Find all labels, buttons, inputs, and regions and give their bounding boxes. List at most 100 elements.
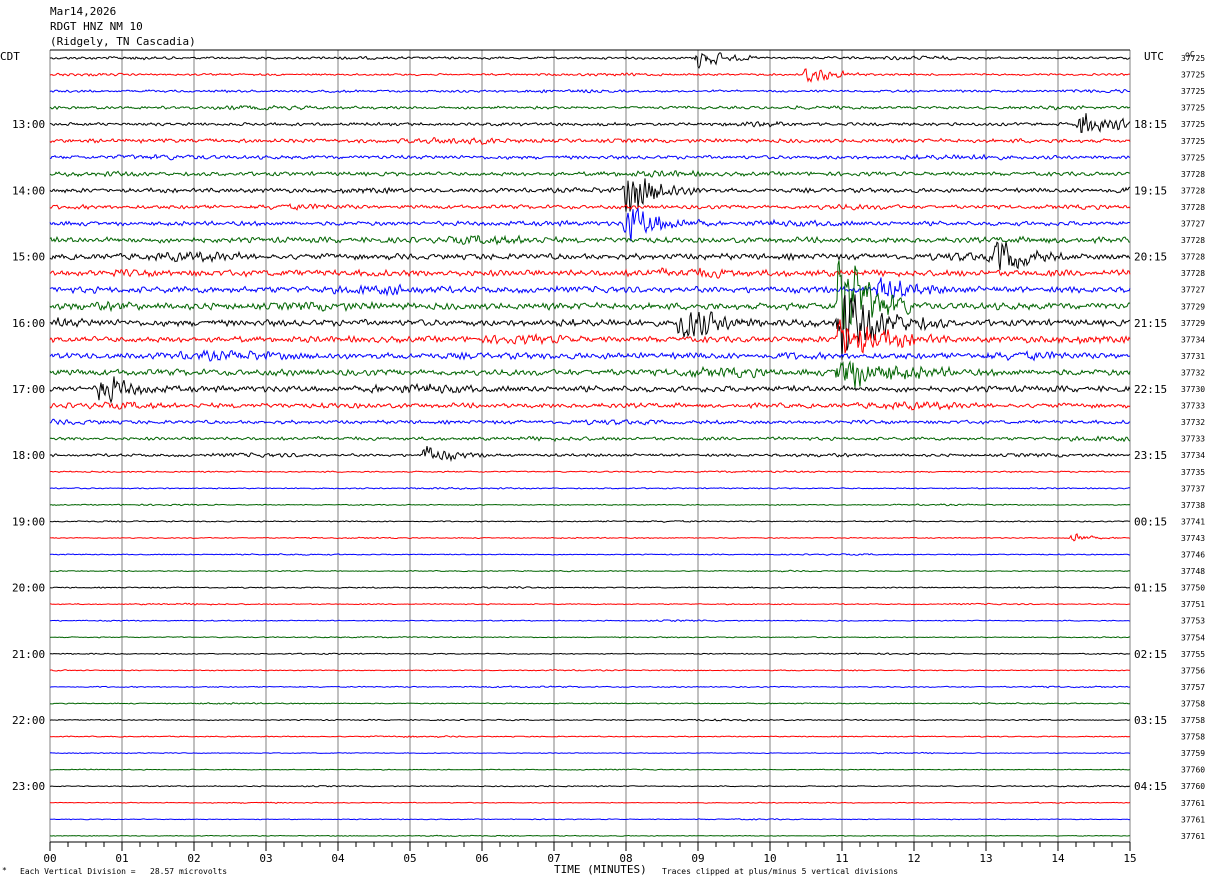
temp-header-label: oC bbox=[1185, 50, 1195, 59]
seismic-trace bbox=[49, 768, 1131, 771]
trace-temp-label: 37751 bbox=[1181, 600, 1205, 609]
utc-hour-label: 04:15 bbox=[1134, 780, 1167, 793]
utc-hour-label: 23:15 bbox=[1134, 449, 1167, 462]
x-tick-label: 01 bbox=[115, 852, 128, 865]
seismic-trace bbox=[49, 104, 1131, 111]
seismic-trace bbox=[49, 418, 1131, 426]
x-tick-label: 10 bbox=[763, 852, 776, 865]
cdt-hour-label: 19:00 bbox=[12, 515, 45, 528]
x-tick-label: 07 bbox=[547, 852, 560, 865]
trace-temp-label: 37734 bbox=[1181, 451, 1205, 460]
trace-temp-label: 37728 bbox=[1181, 186, 1205, 195]
trace-temp-label: 37725 bbox=[1181, 104, 1205, 113]
x-tick-label: 05 bbox=[403, 852, 416, 865]
cdt-hour-label: 17:00 bbox=[12, 383, 45, 396]
utc-hour-label: 22:15 bbox=[1134, 383, 1167, 396]
trace-temp-label: 37725 bbox=[1181, 137, 1205, 146]
trace-temp-label: 37760 bbox=[1181, 766, 1205, 775]
trace-temp-label: 37725 bbox=[1181, 120, 1205, 129]
x-tick-label: 00 bbox=[43, 852, 56, 865]
utc-hour-label: 00:15 bbox=[1134, 515, 1167, 528]
utc-hour-label: 01:15 bbox=[1134, 582, 1167, 595]
trace-temp-label: 37733 bbox=[1181, 402, 1205, 411]
seismic-trace bbox=[49, 319, 1131, 354]
trace-temp-label: 37730 bbox=[1181, 385, 1205, 394]
trace-temp-label: 37753 bbox=[1181, 617, 1205, 626]
seismic-trace bbox=[49, 88, 1130, 94]
seismic-trace bbox=[49, 685, 1131, 689]
cdt-label: CDT bbox=[0, 50, 20, 63]
time-axis: 00 01 02 03 04 05 06 07 08 09 10 11 12 13 14 15 bbox=[43, 841, 1137, 865]
trace-temp-label: 37741 bbox=[1181, 517, 1205, 526]
trace-temp-label: 37728 bbox=[1181, 269, 1205, 278]
cdt-hour-label: 13:00 bbox=[12, 118, 45, 131]
seismic-trace bbox=[49, 818, 1131, 821]
seismic-trace bbox=[49, 486, 1131, 490]
division-note: Each Vertical Division = 28.57 microvolt… bbox=[20, 867, 228, 876]
utc-hour-label: 21:15 bbox=[1134, 317, 1167, 330]
seismic-trace bbox=[49, 277, 1131, 300]
seismic-trace bbox=[49, 136, 1131, 145]
x-tick-label: 12 bbox=[907, 852, 920, 865]
seismic-trace bbox=[49, 169, 1131, 178]
seismic-trace bbox=[50, 153, 1131, 161]
trace-temp-label: 37734 bbox=[1181, 335, 1205, 344]
trace-temp-label: 37758 bbox=[1181, 700, 1205, 709]
label-group: 37725 37725 37725 37725 37725 37725 37725 37728… bbox=[12, 54, 1205, 841]
trace-temp-label: 37729 bbox=[1181, 319, 1205, 328]
seismic-trace bbox=[50, 602, 1131, 606]
cdt-hour-label: 22:00 bbox=[12, 714, 45, 727]
trace-temp-label: 37728 bbox=[1181, 170, 1205, 179]
trace-temp-label: 37727 bbox=[1181, 286, 1205, 295]
seismic-trace bbox=[49, 178, 1131, 212]
seismic-trace bbox=[49, 260, 1131, 329]
trace-temp-label: 37732 bbox=[1181, 368, 1205, 377]
trace-temp-label: 37729 bbox=[1181, 302, 1205, 311]
seismic-trace bbox=[49, 52, 1131, 69]
trace-temp-label: 37755 bbox=[1181, 650, 1205, 659]
cdt-hour-label: 15:00 bbox=[12, 251, 45, 264]
seismic-trace bbox=[49, 801, 1131, 804]
x-tick-label: 08 bbox=[619, 852, 632, 865]
trace-temp-label: 37746 bbox=[1181, 551, 1205, 560]
station-label: RDGT HNZ NM 10 bbox=[50, 20, 143, 33]
cdt-hour-label: 20:00 bbox=[12, 582, 45, 595]
seismic-trace bbox=[49, 520, 1131, 523]
trace-temp-label: 37728 bbox=[1181, 203, 1205, 212]
corner-mark: * bbox=[2, 866, 7, 875]
trace-group bbox=[49, 52, 1131, 837]
date-label: Mar14,2026 bbox=[50, 5, 117, 18]
utc-hour-label: 19:15 bbox=[1134, 184, 1167, 197]
trace-temp-label: 37735 bbox=[1181, 468, 1205, 477]
cdt-hour-label: 23:00 bbox=[12, 780, 45, 793]
trace-temp-label: 37743 bbox=[1181, 534, 1205, 543]
trace-temp-label: 37759 bbox=[1181, 749, 1205, 758]
trace-temp-label: 37760 bbox=[1181, 782, 1205, 791]
location-label: (Ridgely, TN Cascadia) bbox=[50, 35, 196, 48]
seismic-trace bbox=[49, 68, 1130, 83]
trace-temp-label: 37761 bbox=[1181, 815, 1205, 824]
x-tick-label: 06 bbox=[475, 852, 488, 865]
x-axis-label: TIME (MINUTES) bbox=[554, 863, 647, 876]
trace-temp-label: 37733 bbox=[1181, 435, 1205, 444]
x-tick-label: 13 bbox=[979, 852, 992, 865]
seismic-trace bbox=[49, 208, 1131, 242]
seismic-trace bbox=[49, 669, 1131, 672]
utc-hour-label: 18:15 bbox=[1134, 118, 1167, 131]
x-tick-label: 03 bbox=[259, 852, 272, 865]
utc-hour-label: 20:15 bbox=[1134, 251, 1167, 264]
seismic-trace bbox=[49, 401, 1131, 411]
x-tick-label: 11 bbox=[835, 852, 848, 865]
x-tick-label: 14 bbox=[1051, 852, 1065, 865]
x-tick-label: 15 bbox=[1123, 852, 1136, 865]
trace-temp-label: 37727 bbox=[1181, 220, 1205, 229]
seismic-trace bbox=[49, 718, 1131, 722]
trace-temp-label: 37728 bbox=[1181, 253, 1205, 262]
trace-temp-label: 37725 bbox=[1181, 87, 1205, 96]
seismic-trace bbox=[50, 619, 1131, 623]
seismic-trace bbox=[49, 569, 1131, 573]
seismic-trace bbox=[49, 267, 1131, 279]
trace-temp-label: 37761 bbox=[1181, 832, 1205, 841]
seismic-trace bbox=[49, 376, 1131, 404]
